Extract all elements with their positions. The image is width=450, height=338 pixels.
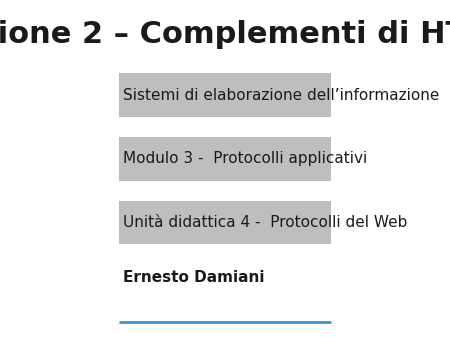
Text: Ernesto Damiani: Ernesto Damiani — [123, 270, 265, 286]
Text: Sistemi di elaborazione dell’informazione: Sistemi di elaborazione dell’informazion… — [123, 88, 440, 103]
Text: Lezione 2 – Complementi di HTTP: Lezione 2 – Complementi di HTTP — [0, 20, 450, 49]
FancyBboxPatch shape — [119, 201, 331, 244]
Text: Modulo 3 -  Protocolli applicativi: Modulo 3 - Protocolli applicativi — [123, 151, 368, 166]
Text: Unità didattica 4 -  Protocolli del Web: Unità didattica 4 - Protocolli del Web — [123, 215, 408, 230]
FancyBboxPatch shape — [119, 137, 331, 181]
FancyBboxPatch shape — [119, 73, 331, 117]
